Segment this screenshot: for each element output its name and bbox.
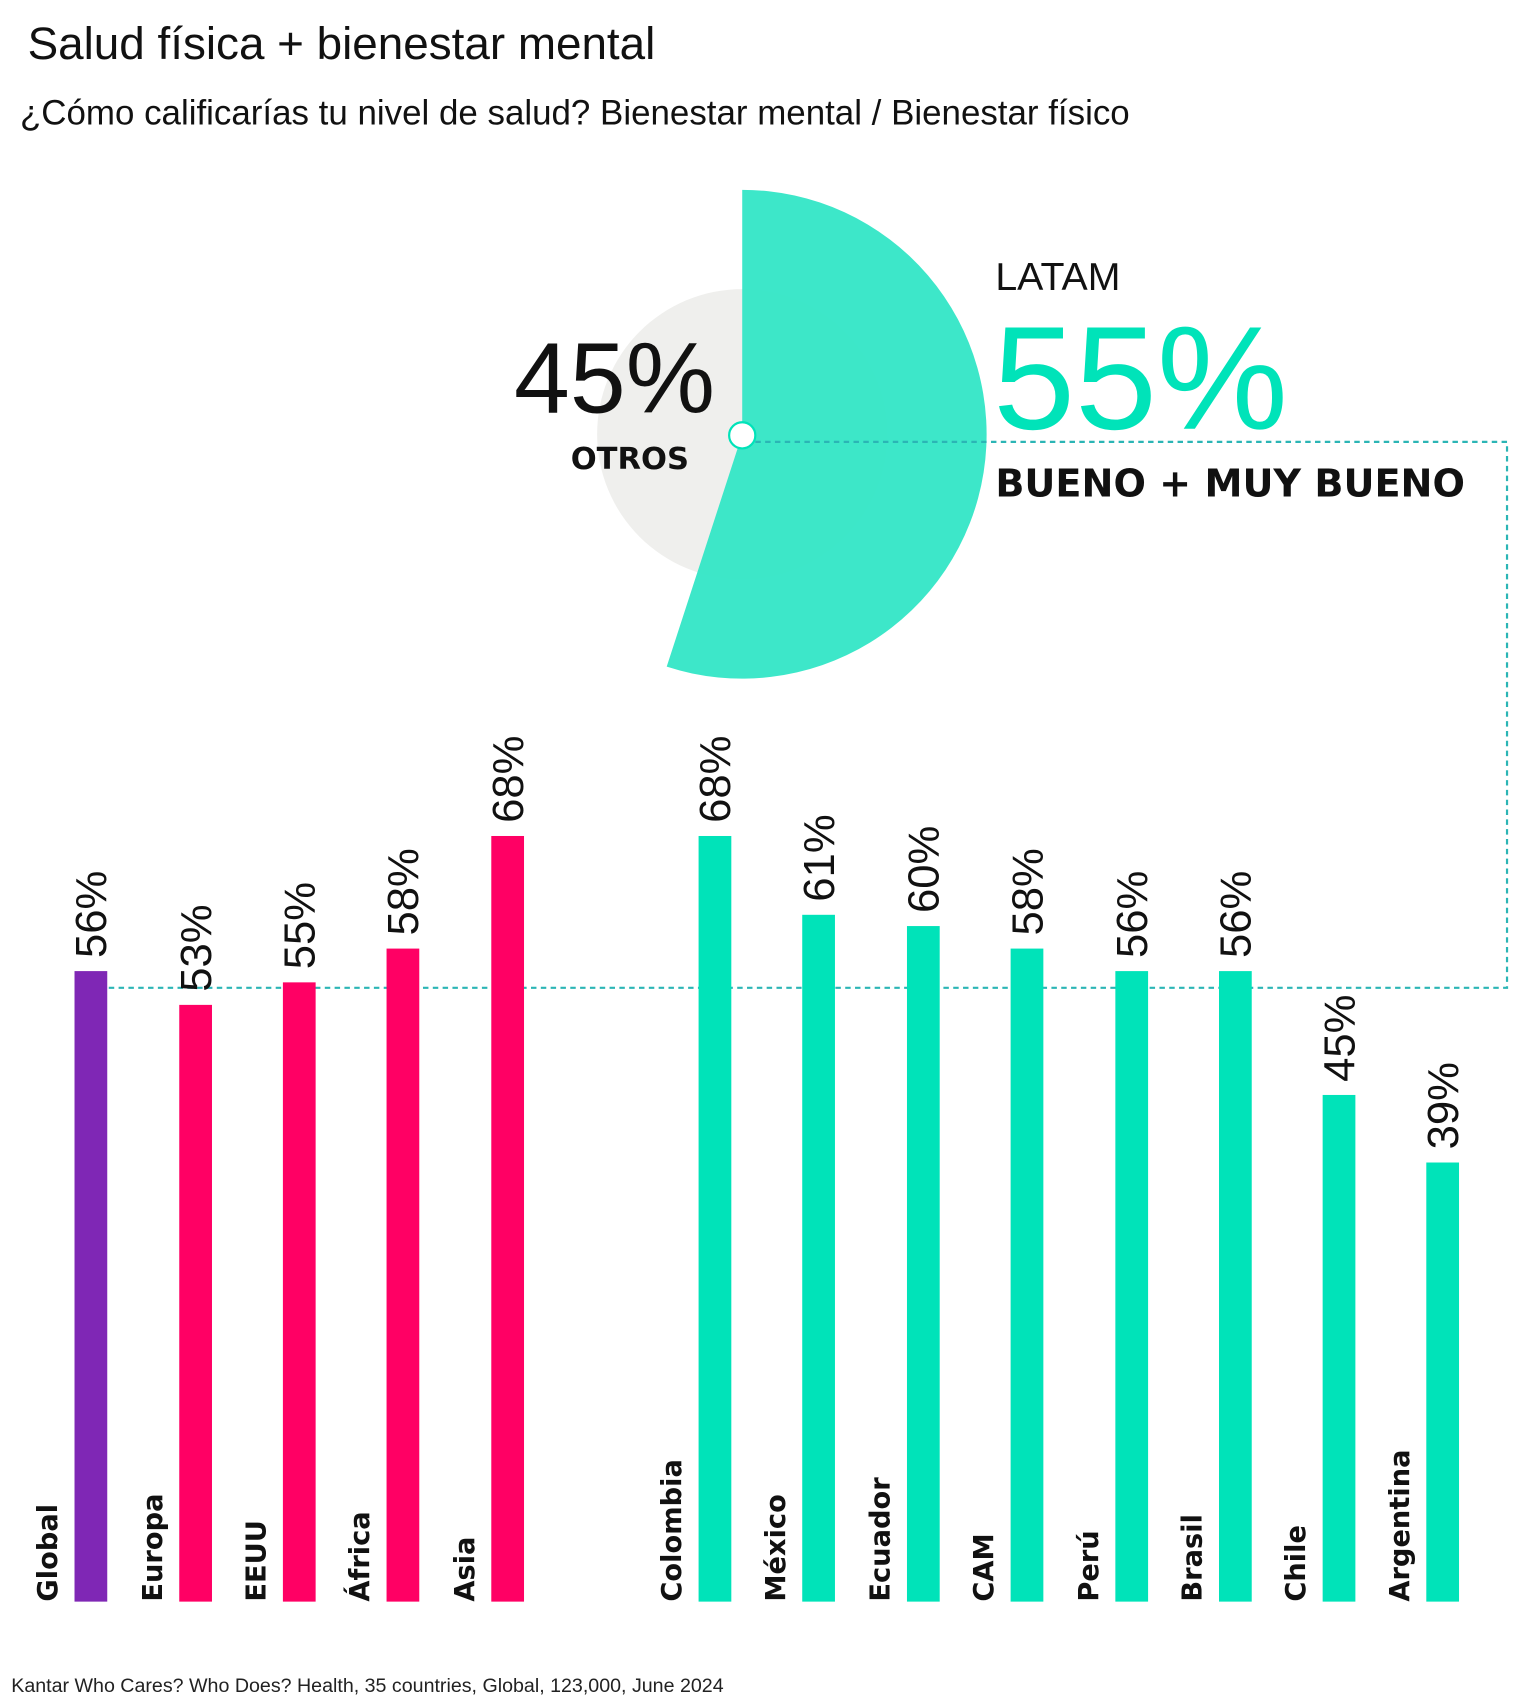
category-label: Chile [1281, 1525, 1312, 1602]
pie-slice-bueno-muy-bueno [666, 189, 987, 679]
chart-subtitle: ¿Cómo calificarías tu nivel de salud? Bi… [20, 93, 1130, 132]
bar-perú [1115, 971, 1149, 1602]
category-label: Ecuador [866, 1477, 897, 1602]
bar-ecuador [906, 926, 940, 1602]
bar-value-label: 53% [172, 904, 221, 991]
category-label: Asia [450, 1537, 481, 1602]
bar-cam [1010, 948, 1044, 1602]
reference-dashed-line [87, 440, 1509, 989]
bar-value-label: 60% [900, 826, 949, 913]
category-label: Europa [138, 1493, 169, 1601]
category-label: México [761, 1494, 792, 1601]
chart-title: Salud física + bienestar mental [28, 18, 656, 69]
bar-value-label: 56% [1212, 871, 1261, 958]
bar-value-label: 45% [1315, 995, 1364, 1082]
bar-global [74, 971, 108, 1602]
latam-value: 55% [993, 297, 1288, 461]
bar-argentina [1426, 1162, 1460, 1602]
category-label: África [344, 1511, 376, 1601]
bar-méxico [802, 914, 835, 1602]
category-label: Brasil [1178, 1514, 1209, 1602]
latam-pie: 45% OTROS LATAM 55% BUENO + MUY BUENO [87, 189, 1509, 989]
bar-value-label: 58% [1003, 848, 1052, 935]
bar-value-label: 68% [691, 736, 740, 823]
latam-label: LATAM [995, 255, 1120, 299]
latam-value-label: BUENO + MUY BUENO [995, 462, 1465, 506]
bar-asia [491, 835, 525, 1602]
bar-europa [179, 1004, 212, 1602]
category-label: Perú [1074, 1530, 1105, 1601]
pie-center-marker [728, 421, 757, 450]
bar-chile [1322, 1094, 1356, 1602]
bar-eeuu [282, 982, 316, 1602]
bar-brasil [1219, 971, 1252, 1602]
bar-value-label: 55% [276, 882, 325, 969]
category-label: EEUU [241, 1520, 272, 1602]
category-label: Global [33, 1504, 64, 1602]
bar-value-label: 68% [484, 736, 533, 823]
otros-value: 45% [514, 322, 715, 434]
bar-chart: 56% Global 53% Europa 55% EEUU 58% África 68% Asi… [33, 736, 1468, 1602]
bar-áfrica [386, 948, 420, 1602]
source-footer: Kantar Who Cares? Who Does? Health, 35 c… [11, 1675, 723, 1697]
category-label: CAM [969, 1533, 1000, 1601]
otros-label: OTROS [571, 442, 689, 477]
bar-value-label: 56% [1108, 871, 1157, 958]
category-label: Argentina [1385, 1449, 1416, 1601]
bar-value-label: 61% [795, 814, 844, 901]
bar-value-label: 56% [67, 871, 116, 958]
bar-value-label: 58% [379, 848, 428, 935]
bar-colombia [698, 835, 732, 1602]
bar-value-label: 39% [1419, 1062, 1468, 1149]
category-label: Colombia [657, 1459, 688, 1602]
